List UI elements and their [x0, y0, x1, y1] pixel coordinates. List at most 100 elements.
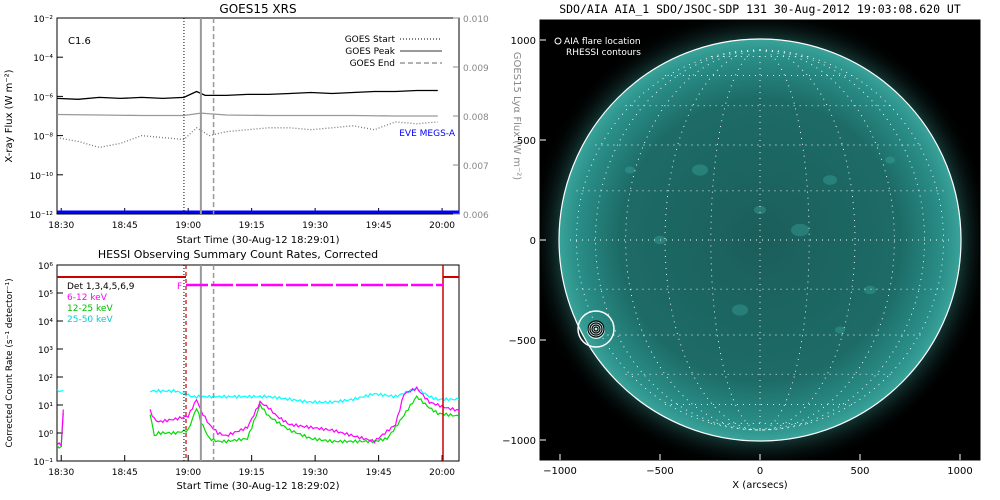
- hessi-y-tick-label: 10⁶: [38, 262, 53, 272]
- goes-x-label: Start Time (30-Aug-12 18:29:01): [176, 235, 339, 246]
- aia-solar-disk: [559, 39, 961, 441]
- goes-series-lyman-alpha: [57, 112, 438, 117]
- aia-x-tick-label: 0: [757, 466, 763, 477]
- aia-x-axis: −1000 −500 0 500 1000: [543, 454, 973, 477]
- goes-y-tick-label: 10⁻¹²: [30, 211, 54, 221]
- rhessi-contour: [591, 324, 601, 334]
- goes-x-tick-label: 19:15: [239, 221, 265, 231]
- goes-y-right-tick-label: 0.009: [463, 64, 489, 74]
- hessi-series-group: [57, 386, 459, 449]
- goes-y-tick-label: 10⁻²: [33, 15, 53, 25]
- aia-active-region: [864, 285, 876, 295]
- hessi-y-tick-label: 10²: [38, 374, 53, 384]
- hessi-series-6-12-kev: [57, 409, 64, 448]
- aia-longitude-line: [710, 49, 761, 431]
- hessi-plot-frame: [56, 264, 460, 462]
- aia-y-tick-label: −500: [509, 336, 536, 347]
- aia-y-tick-label: −1000: [502, 436, 536, 447]
- hessi-legend-det: Det 1,3,4,5,6,9: [67, 282, 135, 292]
- hessi-x-axis: 18:30 18:45 19:00 19:15 19:30 19:45 20:00: [48, 455, 455, 478]
- goes-class-label: C1.6: [68, 36, 91, 47]
- aia-limb-outline: [558, 38, 962, 442]
- aia-active-region: [692, 164, 708, 176]
- hessi-series-25-50-kev: [57, 389, 64, 393]
- aia-x-tick-label: −1000: [543, 466, 577, 477]
- hessi-x-tick-label: 19:15: [239, 468, 265, 478]
- goes-y-tick-label: 10⁻⁴: [33, 54, 53, 64]
- aia-y-tick-label: 500: [517, 136, 536, 147]
- aia-x-tick-label: −500: [646, 466, 673, 477]
- aia-x-label: X (arcsecs): [732, 480, 788, 491]
- hessi-x-tick-label: 19:45: [366, 468, 392, 478]
- aia-y-tick-label: 0: [530, 236, 536, 247]
- aia-active-region: [732, 304, 748, 316]
- aia-active-region: [885, 156, 895, 164]
- hessi-y-label: Corrected Count Rate (s⁻¹ detector⁻¹): [5, 278, 15, 447]
- hessi-x-tick-label: 18:45: [112, 468, 138, 478]
- hessi-flag-label: F: [177, 282, 182, 292]
- goes-series-long: [57, 89, 438, 100]
- aia-title: SDO/AIA AIA_1 SDO/JSOC-SDP 131 30-Aug-20…: [559, 2, 961, 16]
- hessi-x-tick-label: 18:30: [48, 468, 74, 478]
- goes-y-right-tick-label: 0.008: [463, 113, 489, 123]
- goes-y-tick-label: 10⁻⁸: [33, 133, 53, 143]
- hessi-series-12-25-kev: [149, 394, 459, 444]
- hessi-x-tick-label: 20:00: [429, 468, 455, 478]
- aia-legend-flare: AIA flare location: [564, 37, 641, 47]
- goes-x-tick-label: 20:00: [429, 221, 455, 231]
- hessi-title: HESSI Observing Summary Count Rates, Cor…: [98, 248, 378, 261]
- goes-x-tick-label: 18:45: [112, 221, 138, 231]
- hessi-series-25-50-kev: [149, 386, 459, 405]
- hessi-y-axis: 10⁶ 10⁵ 10⁴ 10³ 10² 10¹ 10⁰ 10⁻¹: [33, 262, 63, 468]
- hessi-legend-6-12: 6-12 keV: [67, 293, 108, 303]
- goes-panel: GOES15 XRS 10⁻² 10⁻⁴ 10⁻⁶ 10⁻⁸ 10⁻¹⁰ 10⁻¹² 0.…: [4, 2, 522, 246]
- aia-active-region: [754, 205, 766, 215]
- aia-x-tick-label: 1000: [947, 466, 972, 477]
- hessi-x-label: Start Time (30-Aug-12 18:29:02): [176, 481, 339, 492]
- rhessi-contours: [587, 320, 605, 338]
- goes-legend-peak: GOES Peak: [345, 47, 395, 57]
- goes-y-right-tick-label: 0.006: [463, 211, 489, 221]
- hessi-y-tick-label: 10⁵: [38, 290, 53, 300]
- goes-title: GOES15 XRS: [219, 2, 296, 16]
- goes-legend-end: GOES End: [350, 59, 395, 69]
- aia-y-tick-label: 1000: [511, 36, 536, 47]
- goes-eve-label: EVE MEGS-A: [399, 129, 456, 139]
- hessi-x-tick-label: 19:30: [302, 468, 328, 478]
- aia-flare-location-marker: [577, 310, 615, 348]
- goes-series-group: [57, 89, 459, 214]
- hessi-x-tick-label: 19:00: [175, 468, 201, 478]
- hessi-y-tick-label: 10⁻¹: [33, 458, 53, 468]
- aia-y-axis: 1000 500 0 −500 −1000: [502, 36, 546, 447]
- aia-longitude-line: [759, 49, 810, 431]
- hessi-y-tick-label: 10⁰: [38, 430, 53, 440]
- goes-x-tick-label: 19:45: [366, 221, 392, 231]
- goes-y-right-label: GOES15 Lyα Flux (W m⁻²): [511, 52, 522, 180]
- hessi-event-markers: [183, 265, 215, 461]
- goes-x-tick-label: 19:00: [175, 221, 201, 231]
- aia-active-region: [791, 223, 809, 237]
- hessi-legend: Det 1,3,4,5,6,9 6-12 keV 12-25 keV 25-50…: [67, 282, 135, 325]
- hessi-y-tick-label: 10¹: [38, 402, 53, 412]
- goes-y-right-axis: 0.010 0.009 0.008 0.007 0.006: [453, 15, 489, 221]
- goes-event-markers: [183, 18, 215, 214]
- goes-y-right-tick-label: 0.010: [463, 15, 489, 25]
- aia-active-region: [835, 326, 845, 334]
- hessi-legend-25-50: 25-50 keV: [67, 315, 113, 325]
- aia-panel: SDO/AIA AIA_1 SDO/JSOC-SDP 131 30-Aug-20…: [502, 2, 981, 491]
- goes-y-label: X-ray Flux (W m⁻²): [4, 69, 15, 162]
- aia-x-tick-label: 500: [850, 466, 869, 477]
- goes-x-tick-label: 18:30: [48, 221, 74, 231]
- goes-y-axis: 10⁻² 10⁻⁴ 10⁻⁶ 10⁻⁸ 10⁻¹⁰ 10⁻¹²: [30, 15, 63, 221]
- aia-active-region: [625, 166, 635, 174]
- rhessi-contour: [587, 320, 605, 338]
- hessi-y-tick-label: 10⁴: [38, 318, 53, 328]
- goes-y-right-tick-label: 0.007: [463, 162, 489, 172]
- hessi-y-tick-label: 10³: [38, 346, 53, 356]
- aia-legend-circle-icon: [554, 37, 562, 45]
- goes-y-tick-label: 10⁻¹⁰: [30, 172, 54, 182]
- aia-legend-rhessi: RHESSI contours: [566, 48, 641, 58]
- goes-legend-start: GOES Start: [345, 35, 396, 45]
- goes-legend: GOES Start GOES Peak GOES End: [345, 35, 442, 69]
